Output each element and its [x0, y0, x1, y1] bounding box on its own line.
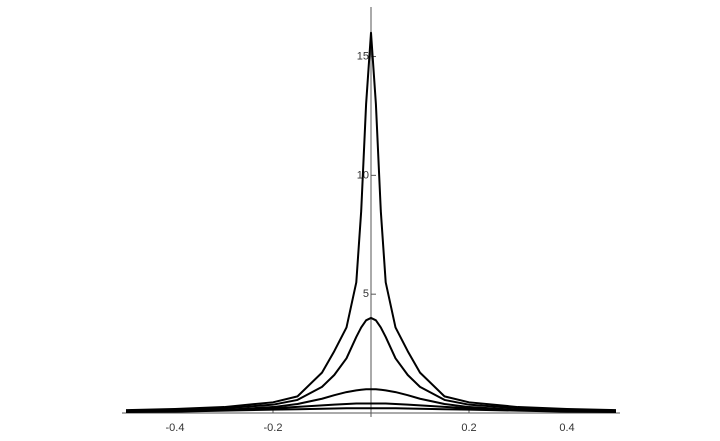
y-tick-label: 5: [363, 288, 369, 300]
line: [125, 402, 617, 413]
y-tick-label: 15: [357, 50, 369, 62]
line: [125, 388, 617, 413]
line: [125, 407, 617, 414]
x-tick-label: 0.2: [461, 422, 476, 434]
x-tick-label: -0.4: [166, 422, 185, 434]
line: [125, 316, 617, 412]
x-tick-label: 0.4: [559, 422, 574, 434]
line: [125, 31, 617, 412]
x-tick-label: -0.2: [264, 422, 283, 434]
